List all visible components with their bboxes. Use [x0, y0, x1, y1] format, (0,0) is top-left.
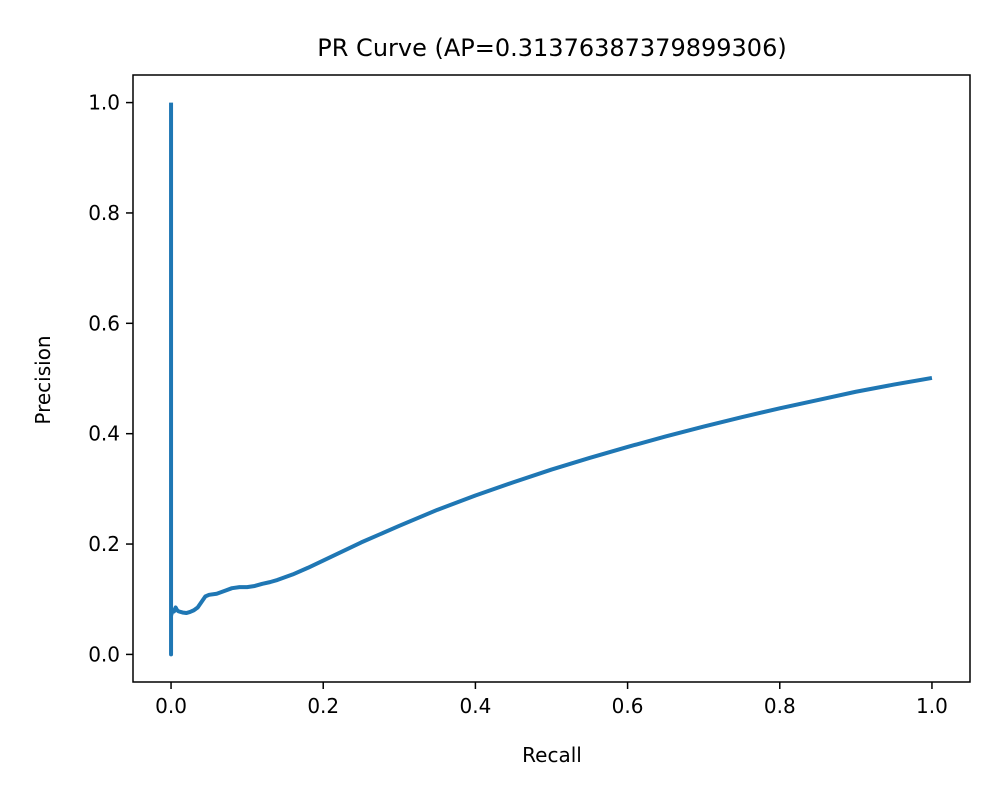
y-tick-label: 0.6 [88, 311, 120, 335]
ticks-layer: 0.0 0.2 0.4 0.6 0.8 1.0 0.0 0.2 0.4 0.6 0.8 1.0 [88, 91, 948, 718]
x-tick-label: 0.2 [307, 694, 339, 718]
y-tick-label: 0.8 [88, 201, 120, 225]
y-tick-label: 0.2 [88, 532, 120, 556]
plot-frame [132, 74, 971, 683]
x-axis-label: Recall [522, 743, 582, 767]
x-tick-label: 0.0 [155, 694, 187, 718]
y-tick-label: 1.0 [88, 91, 120, 115]
y-tick-label: 0.0 [88, 642, 120, 666]
series-layer [169, 102, 933, 657]
x-tick-label: 1.0 [916, 694, 948, 718]
pr-curve-line [169, 102, 933, 657]
chart-title: PR Curve (AP=0.31376387379899306) [317, 34, 786, 62]
y-axis-label: Precision [31, 335, 55, 424]
x-tick-label: 0.6 [612, 694, 644, 718]
y-tick-label: 0.4 [88, 422, 120, 446]
x-tick-label: 0.4 [460, 694, 492, 718]
x-tick-label: 0.8 [764, 694, 796, 718]
